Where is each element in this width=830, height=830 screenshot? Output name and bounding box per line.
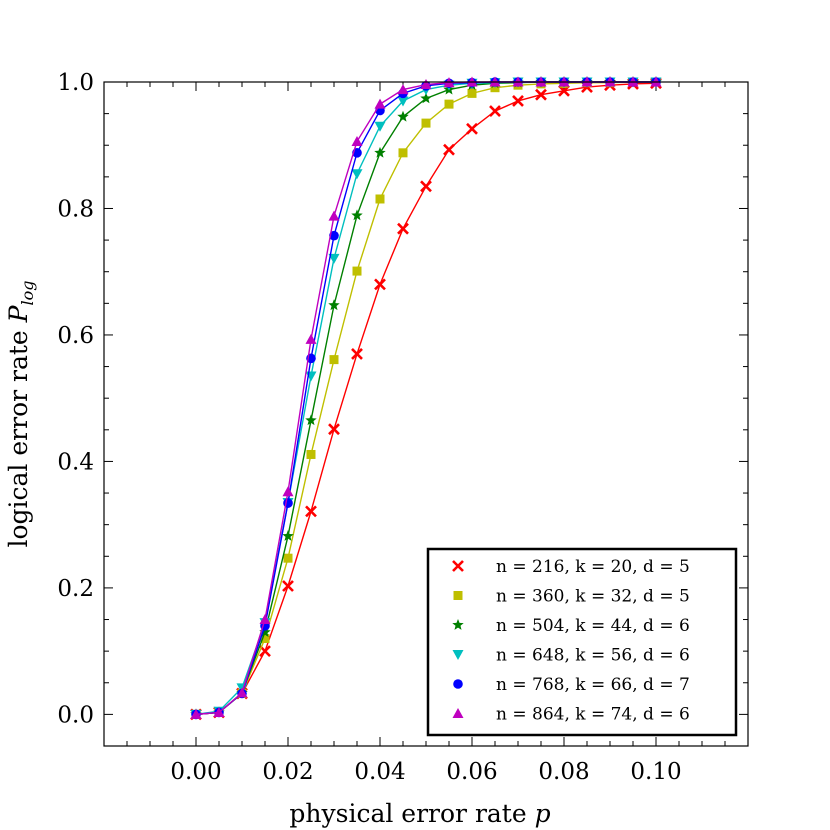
- data-point: [282, 530, 294, 541]
- data-point: [489, 105, 501, 118]
- legend-label: n = 648, k = 56, d = 6: [496, 646, 690, 666]
- data-point: [282, 486, 294, 497]
- y-axis-label: logical error rate Plog: [4, 280, 37, 547]
- data-point: [260, 633, 270, 643]
- data-point: [328, 299, 340, 311]
- data-point: [374, 98, 386, 109]
- data-point: [283, 553, 293, 563]
- x-axis: 0.00 0.02 0.04 0.06 0.08 0.10: [126, 82, 726, 785]
- data-point: [420, 180, 432, 193]
- data-point: [421, 118, 431, 128]
- data-point: [306, 449, 316, 459]
- legend: n = 216, k = 20, d = 5 n = 360, k = 32, d…: [426, 547, 738, 737]
- x-tick-label: 0.10: [630, 759, 681, 785]
- y-tick-label: 0.2: [57, 576, 94, 602]
- legend-marker: [452, 560, 464, 572]
- data-point: [374, 121, 386, 132]
- data-point: [213, 706, 225, 717]
- y-tick-label: 0.4: [57, 449, 94, 475]
- legend-marker: [452, 650, 464, 660]
- data-point: [444, 99, 454, 109]
- x-tick-label: 0.08: [538, 759, 589, 785]
- data-point: [443, 143, 455, 156]
- data-point: [329, 230, 339, 241]
- data-point: [305, 333, 317, 344]
- y-tick-label: 0.8: [57, 196, 94, 222]
- plot-frame: [103, 81, 749, 747]
- data-point: [466, 122, 478, 135]
- data-point: [305, 505, 317, 518]
- data-point: [512, 95, 524, 107]
- legend-marker: [453, 679, 463, 689]
- legend-label: n = 864, k = 74, d = 6: [496, 705, 690, 725]
- data-point: [397, 96, 409, 107]
- data-point: [259, 614, 271, 625]
- data-point: [328, 210, 340, 221]
- legend-label: n = 768, k = 66, d = 7: [496, 675, 690, 695]
- x-tick-label: 0.04: [354, 759, 405, 785]
- data-point: [397, 110, 409, 122]
- x-tick-label: 0.06: [446, 759, 497, 785]
- legend-label: n = 504, k = 44, d = 6: [496, 616, 690, 636]
- x-tick-label: 0.02: [262, 759, 313, 785]
- x-tick-label: 0.00: [170, 759, 221, 785]
- y-axis: 0.0 0.2 0.4 0.6 0.8 1.0: [57, 70, 748, 728]
- legend-label: n = 360, k = 32, d = 5: [496, 587, 690, 607]
- data-point: [374, 146, 386, 158]
- data-point: [420, 92, 432, 104]
- legend-box: [426, 547, 738, 737]
- data-point: [329, 355, 339, 365]
- y-tick-label: 0.0: [57, 702, 94, 728]
- data-point: [535, 88, 547, 101]
- data-point: [352, 266, 362, 276]
- data-point: [397, 84, 409, 95]
- data-point: [259, 626, 271, 638]
- data-point: [190, 708, 202, 719]
- data-point: [328, 253, 340, 264]
- data-point: [351, 209, 363, 221]
- data-point: [351, 169, 363, 180]
- legend-marker: [453, 591, 463, 600]
- data-point: [282, 580, 294, 592]
- legend-label: n = 216, k = 20, d = 5: [496, 557, 690, 577]
- data-point: [467, 88, 477, 98]
- data-point: [305, 414, 317, 426]
- data-point: [398, 148, 408, 158]
- data-point: [236, 687, 248, 698]
- y-tick-label: 0.6: [57, 323, 94, 349]
- legend-marker: [452, 619, 464, 630]
- data-point: [328, 423, 340, 436]
- data-point: [397, 222, 409, 235]
- data-point: [375, 194, 385, 204]
- data-point: [351, 348, 363, 360]
- x-axis-label: physical error rate p: [289, 799, 550, 828]
- data-point: [351, 135, 363, 146]
- legend-marker: [452, 708, 464, 718]
- y-tick-label: 1.0: [57, 70, 94, 96]
- data-point: [374, 278, 386, 291]
- data-point: [420, 79, 432, 90]
